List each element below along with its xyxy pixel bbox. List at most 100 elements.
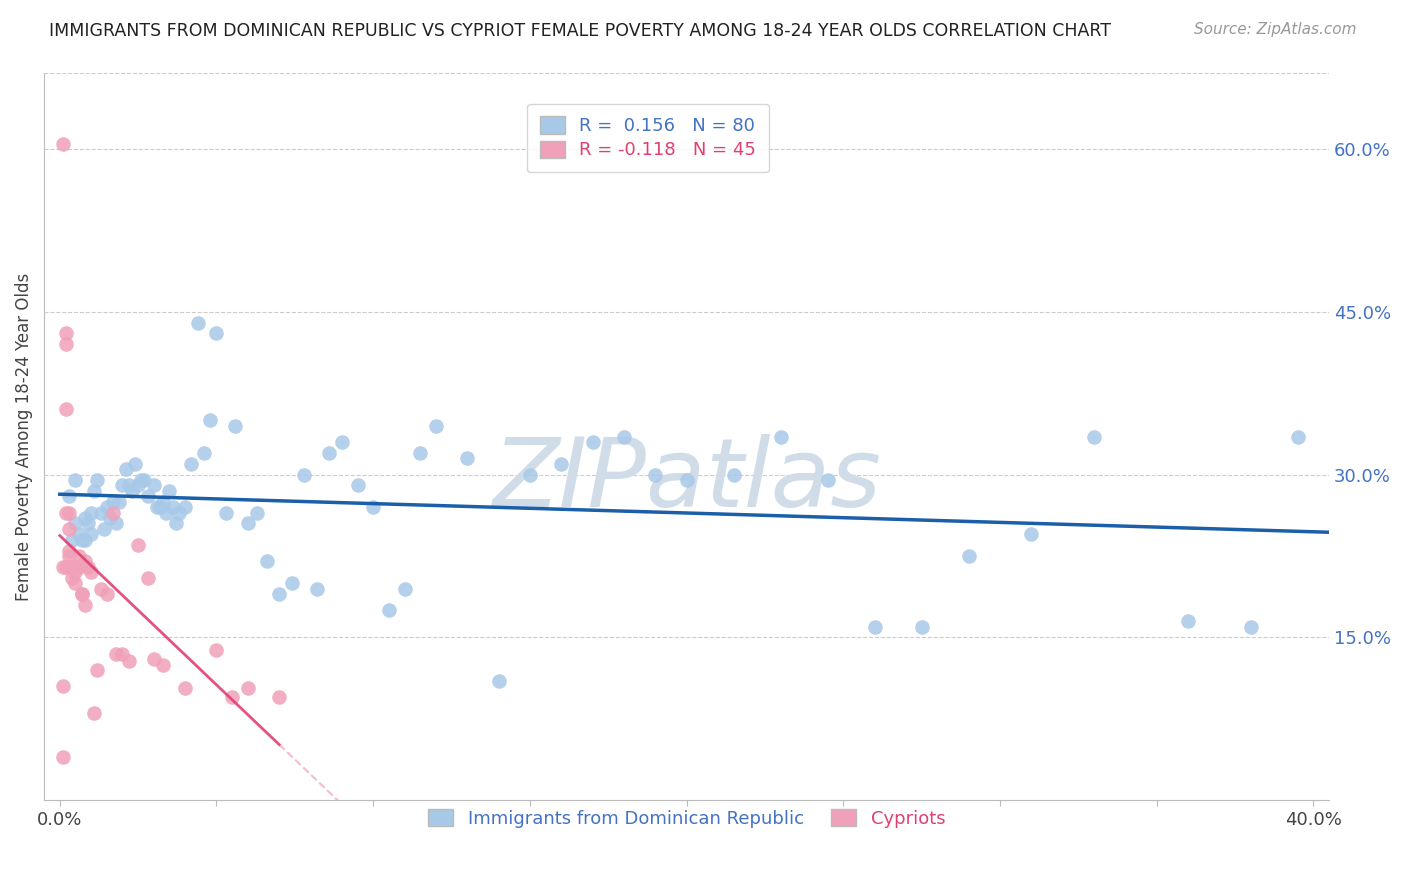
Point [152, 494, 174, 508]
Point [910, 619, 932, 633]
Point [180, 457, 202, 471]
Point [394, 582, 416, 596]
Point [121, 483, 143, 498]
Point [65, 473, 87, 487]
Point [1286, 429, 1309, 443]
Point [187, 316, 209, 330]
Point [70, 533, 93, 547]
Point [55, 402, 77, 417]
Text: IMMIGRANTS FROM DOMINICAN REPUBLIC VS CYPRIOT FEMALE POVERTY AMONG 18-24 YEAR OL: IMMIGRANTS FROM DOMINICAN REPUBLIC VS CY… [49, 22, 1111, 40]
Point [167, 506, 190, 520]
Point [52, 136, 75, 151]
Point [488, 673, 510, 688]
Point [65, 516, 87, 531]
Point [330, 435, 353, 450]
Point [114, 462, 136, 476]
Text: Source: ZipAtlas.com: Source: ZipAtlas.com [1194, 22, 1357, 37]
Point [77, 516, 100, 531]
Point [215, 506, 238, 520]
Point [73, 533, 96, 547]
Point [108, 494, 131, 508]
Point [644, 467, 666, 482]
Point [456, 451, 478, 466]
Point [60, 559, 83, 574]
Point [165, 516, 187, 531]
Point [269, 690, 291, 705]
Point [96, 500, 118, 515]
Point [65, 559, 87, 574]
Point [67, 527, 90, 541]
Point [409, 446, 432, 460]
Point [346, 478, 368, 492]
Point [73, 511, 96, 525]
Point [60, 533, 83, 547]
Point [1177, 614, 1199, 628]
Point [67, 549, 90, 563]
Point [67, 559, 90, 574]
Point [58, 489, 80, 503]
Point [111, 478, 134, 492]
Point [96, 587, 118, 601]
Point [58, 522, 80, 536]
Point [134, 473, 156, 487]
Point [162, 500, 184, 515]
Point [118, 654, 141, 668]
Point [136, 489, 159, 503]
Point [127, 478, 149, 492]
Point [675, 473, 697, 487]
Point [581, 435, 603, 450]
Point [224, 418, 246, 433]
Point [1240, 619, 1263, 633]
Legend: Immigrants from Dominican Republic, Cypriots: Immigrants from Dominican Republic, Cypr… [420, 802, 952, 835]
Point [55, 337, 77, 351]
Point [55, 559, 77, 574]
Point [155, 506, 177, 520]
Point [55, 506, 77, 520]
Point [111, 647, 134, 661]
Y-axis label: Female Poverty Among 18-24 Year Olds: Female Poverty Among 18-24 Year Olds [15, 272, 32, 600]
Text: ZIPatlas: ZIPatlas [492, 434, 882, 527]
Point [817, 473, 839, 487]
Point [86, 663, 108, 677]
Point [105, 647, 128, 661]
Point [86, 473, 108, 487]
Point [221, 690, 243, 705]
Point [256, 554, 278, 568]
Point [318, 446, 340, 460]
Point [200, 413, 222, 427]
Point [378, 603, 401, 617]
Point [70, 587, 93, 601]
Point [769, 429, 792, 443]
Point [55, 326, 77, 341]
Point [127, 538, 149, 552]
Point [305, 582, 328, 596]
Point [52, 749, 75, 764]
Point [205, 326, 228, 341]
Point [280, 576, 302, 591]
Point [246, 506, 269, 520]
Point [80, 527, 103, 541]
Point [1083, 429, 1105, 443]
Point [361, 500, 384, 515]
Point [73, 554, 96, 568]
Point [83, 706, 105, 721]
Point [1019, 527, 1042, 541]
Point [236, 516, 259, 531]
Point [142, 478, 165, 492]
Point [101, 494, 124, 508]
Point [174, 681, 197, 696]
Point [77, 559, 100, 574]
Point [142, 652, 165, 666]
Point [519, 467, 541, 482]
Point [58, 549, 80, 563]
Point [89, 506, 111, 520]
Point [89, 582, 111, 596]
Point [93, 522, 115, 536]
Point [118, 478, 141, 492]
Point [65, 566, 87, 580]
Point [58, 506, 80, 520]
Point [70, 587, 93, 601]
Point [73, 598, 96, 612]
Point [236, 681, 259, 696]
Point [83, 483, 105, 498]
